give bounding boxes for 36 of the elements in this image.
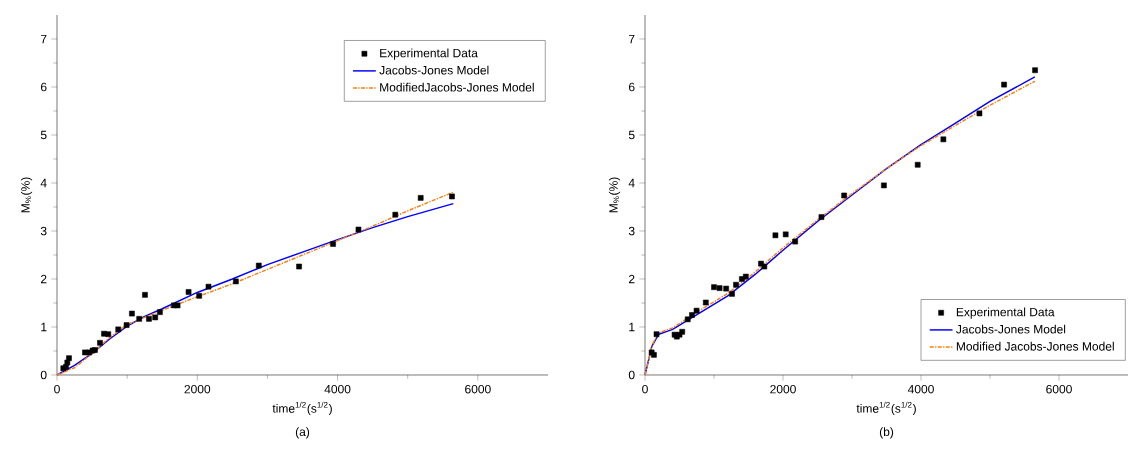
y-tick-label: 7 — [40, 34, 47, 44]
y-tick-label: 6 — [40, 82, 47, 92]
y-tick-label: 0 — [40, 370, 47, 380]
y-tick-label: 7 — [628, 34, 635, 44]
y-tick-label: 1 — [629, 322, 635, 332]
y-tick-label: 4 — [40, 178, 47, 188]
y-tick-label: 5 — [628, 130, 635, 140]
x-tick-label: 6000 — [1046, 384, 1072, 394]
y-tick-label: 0 — [628, 370, 635, 380]
x-tick-label: 0 — [642, 384, 648, 394]
x-tick-label: 2000 — [184, 384, 211, 394]
legend-label: Modified Jacobs-Jones Model — [956, 341, 1114, 351]
y-tick-label: 2 — [40, 274, 47, 284]
x-tick-label: 0 — [54, 384, 60, 394]
y-tick-label: 1 — [41, 322, 47, 332]
x-axis-title: time$^{1/2}$(s$^{1/2}$) — [272, 401, 332, 416]
legend-label: Experimental Data — [956, 307, 1055, 319]
y-tick-label: 2 — [628, 274, 635, 284]
text: (b) — [879, 427, 894, 439]
y-tick-label: 4 — [628, 178, 635, 188]
y-tick-label: 5 — [40, 130, 47, 140]
y-tick-label: 6 — [628, 82, 635, 92]
y-axis-title: M$_{%}$(%) — [608, 177, 621, 213]
legend-label: Jacobs-Jones Model — [956, 324, 1066, 334]
x-tick-label: 6000 — [465, 384, 491, 394]
text: (a) — [295, 427, 310, 439]
y-tick-label: 3 — [628, 226, 635, 236]
x-tick-label: 4000 — [907, 384, 934, 394]
legend-label: Jacobs-Jones Model — [379, 65, 489, 75]
x-tick-label: 2000 — [770, 384, 796, 394]
legend-label: ModifiedJacobs-Jones Model — [380, 82, 534, 92]
x-tick-label: 4000 — [324, 384, 351, 394]
y-tick-label: 3 — [40, 226, 47, 236]
y-axis-title: M$_{%}$(%) — [20, 177, 33, 213]
legend-label: Experimental Data — [380, 48, 478, 60]
x-axis-title: time$^{1/2}$(s$^{1/2}$) — [856, 401, 916, 416]
